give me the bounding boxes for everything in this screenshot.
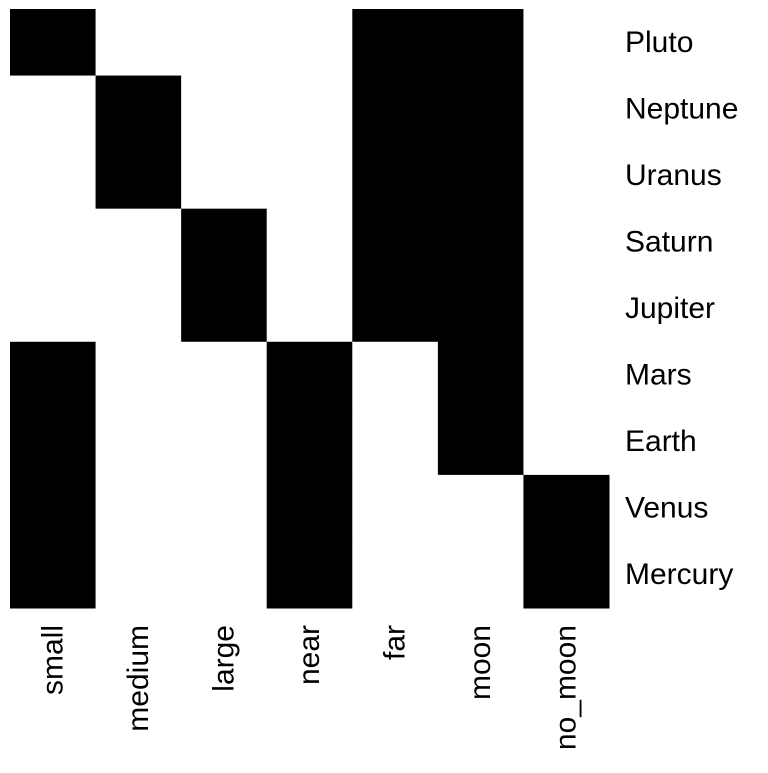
column-label-small: small	[36, 625, 69, 695]
heatmap-cell-venus-far	[352, 474, 439, 542]
heatmap-cell-earth-large	[181, 408, 268, 476]
row-label-jupiter: Jupiter	[625, 292, 715, 325]
row-label-saturn: Saturn	[625, 225, 713, 258]
heatmap-cell-mercury-far	[352, 541, 439, 609]
row-label-mars: Mars	[625, 359, 692, 392]
heatmap-cell-mercury-no-moon	[523, 541, 610, 609]
heatmap-cell-jupiter-far	[352, 275, 439, 343]
heatmap-cell-saturn-near	[266, 208, 353, 276]
row-label-uranus: Uranus	[625, 159, 722, 192]
heatmap-cell-neptune-near	[266, 75, 353, 143]
heatmap-cell-jupiter-no-moon	[523, 275, 610, 343]
heatmap-cell-saturn-large	[181, 208, 268, 276]
row-label-mercury: Mercury	[625, 558, 733, 591]
heatmap-cell-uranus-near	[266, 142, 353, 210]
heatmap-cell-mars-far	[352, 341, 439, 409]
heatmap-cell-earth-near	[266, 408, 353, 476]
heatmap-cell-pluto-far	[352, 9, 439, 77]
heatmap-cell-venus-no-moon	[523, 474, 610, 542]
heatmap-cell-venus-near	[266, 474, 353, 542]
heatmap-cell-uranus-small	[10, 142, 97, 210]
heatmap-cell-earth-small	[10, 408, 97, 476]
heatmap-cell-jupiter-medium	[95, 275, 182, 343]
column-labels: small medium large near far moon no_moon	[36, 625, 582, 750]
heatmap-cell-neptune-moon	[437, 75, 524, 143]
heatmap-cell-pluto-small	[10, 9, 97, 77]
column-label-near: near	[293, 625, 326, 685]
heatmap-cell-neptune-far	[352, 75, 439, 143]
column-label-moon: moon	[464, 625, 497, 700]
heatmap-cell-saturn-medium	[95, 208, 182, 276]
heatmap-cell-pluto-no-moon	[523, 9, 610, 77]
row-labels: Pluto Neptune Uranus Saturn Jupiter Mars Earth…	[625, 26, 738, 591]
heatmap-cell-earth-far	[352, 408, 439, 476]
row-label-venus: Venus	[625, 492, 708, 525]
heatmap-cell-mercury-medium	[95, 541, 182, 609]
heatmap-cell-uranus-medium	[95, 142, 182, 210]
heatmap-cell-uranus-moon	[437, 142, 524, 210]
heatmap-cell-pluto-large	[181, 9, 268, 77]
heatmap-cell-mars-small	[10, 341, 97, 409]
heatmap-cell-pluto-near	[266, 9, 353, 77]
heatmap-cell-jupiter-moon	[437, 275, 524, 343]
heatmap-cell-uranus-no-moon	[523, 142, 610, 210]
heatmap-cell-neptune-no-moon	[523, 75, 610, 143]
cells-layer	[10, 9, 610, 609]
heatmap-cell-venus-medium	[95, 474, 182, 542]
heatmap-cell-mars-near	[266, 341, 353, 409]
heatmap-cell-mercury-small	[10, 541, 97, 609]
heatmap-cell-venus-small	[10, 474, 97, 542]
column-label-large: large	[207, 625, 240, 692]
heatmap-cell-mars-large	[181, 341, 268, 409]
column-label-no-moon: no_moon	[550, 625, 583, 750]
heatmap-cell-mercury-large	[181, 541, 268, 609]
row-label-neptune: Neptune	[625, 92, 738, 125]
heatmap-cell-saturn-moon	[437, 208, 524, 276]
heatmap-cell-mars-no-moon	[523, 341, 610, 409]
heatmap-cell-earth-medium	[95, 408, 182, 476]
heatmap-cell-saturn-far	[352, 208, 439, 276]
heatmap-cell-venus-moon	[437, 474, 524, 542]
heatmap-cell-mars-medium	[95, 341, 182, 409]
row-label-earth: Earth	[625, 425, 697, 458]
heatmap-cell-saturn-no-moon	[523, 208, 610, 276]
heatmap-cell-mercury-moon	[437, 541, 524, 609]
heatmap-cell-uranus-large	[181, 142, 268, 210]
heatmap-cell-earth-no-moon	[523, 408, 610, 476]
heatmap-cell-pluto-moon	[437, 9, 524, 77]
heatmap-cell-mars-moon	[437, 341, 524, 409]
heatmap-cell-mercury-near	[266, 541, 353, 609]
heatmap-cell-uranus-far	[352, 142, 439, 210]
heatmap-cell-venus-large	[181, 474, 268, 542]
row-label-pluto: Pluto	[625, 26, 693, 59]
heatmap-cell-neptune-large	[181, 75, 268, 143]
heatmap-cell-neptune-medium	[95, 75, 182, 143]
column-label-far: far	[379, 625, 412, 660]
heatmap-cell-pluto-medium	[95, 9, 182, 77]
heatmap-cell-earth-moon	[437, 408, 524, 476]
heatmap-cell-neptune-small	[10, 75, 97, 143]
heatmap-cell-jupiter-large	[181, 275, 268, 343]
heatmap-cell-saturn-small	[10, 208, 97, 276]
heatmap-cell-jupiter-near	[266, 275, 353, 343]
heatmap-cell-jupiter-small	[10, 275, 97, 343]
column-label-medium: medium	[122, 625, 155, 732]
